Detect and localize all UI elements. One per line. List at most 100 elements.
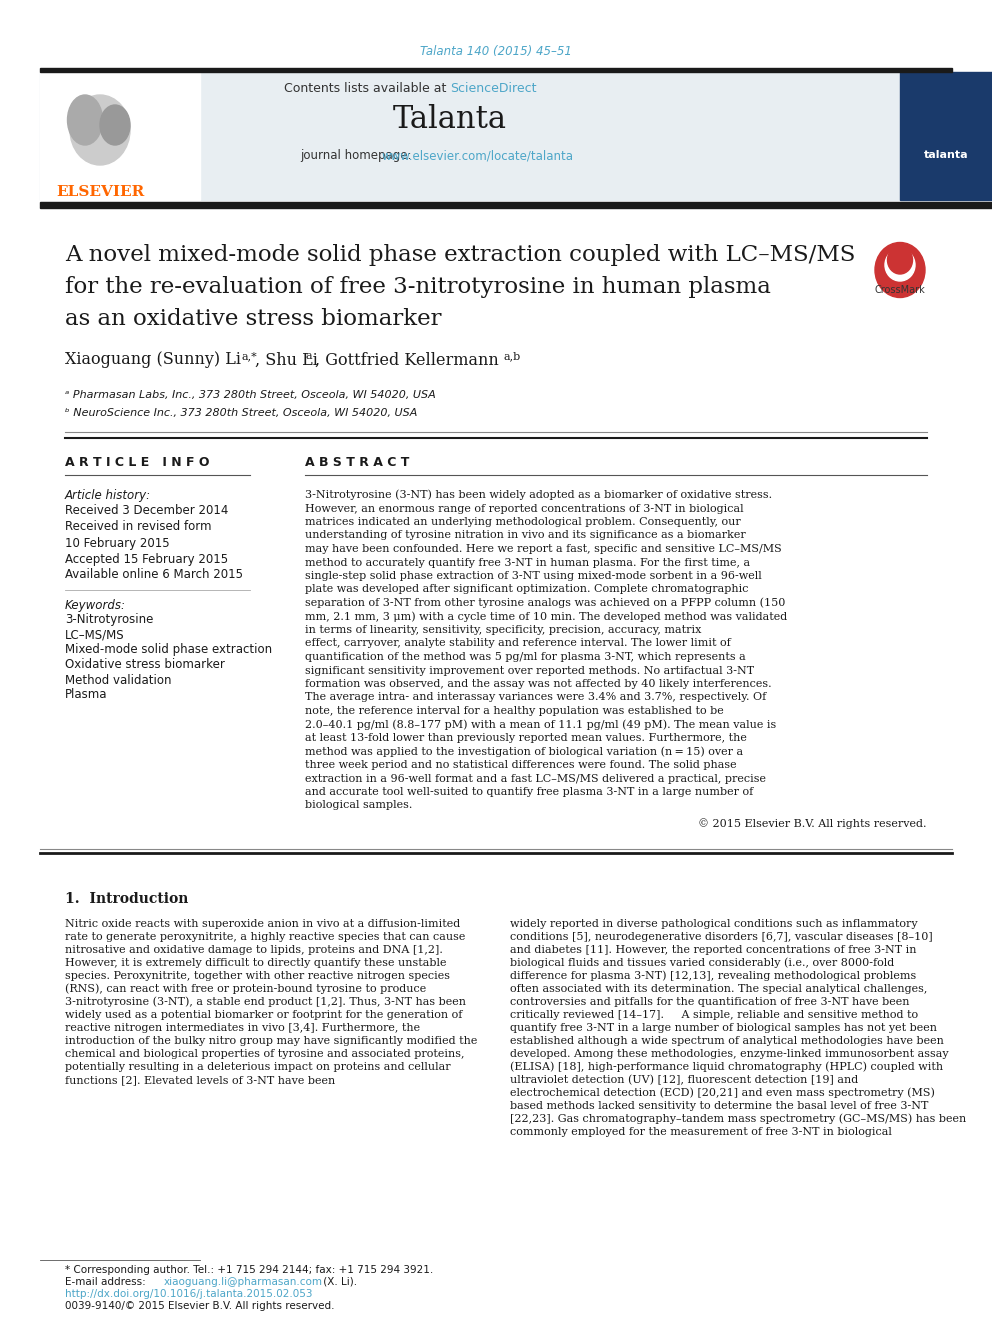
- Text: 0039-9140/© 2015 Elsevier B.V. All rights reserved.: 0039-9140/© 2015 Elsevier B.V. All right…: [65, 1301, 334, 1311]
- Text: © 2015 Elsevier B.V. All rights reserved.: © 2015 Elsevier B.V. All rights reserved…: [698, 819, 927, 830]
- Text: often associated with its determination. The special analytical challenges,: often associated with its determination.…: [510, 984, 928, 994]
- Text: 1.  Introduction: 1. Introduction: [65, 892, 188, 906]
- Ellipse shape: [100, 105, 130, 146]
- Text: (RNS), can react with free or protein-bound tyrosine to produce: (RNS), can react with free or protein-bo…: [65, 984, 427, 995]
- Text: talanta: talanta: [924, 149, 968, 160]
- Text: widely reported in diverse pathological conditions such as inflammatory: widely reported in diverse pathological …: [510, 919, 918, 929]
- Bar: [40, 71, 200, 200]
- Text: a,*: a,*: [242, 351, 258, 361]
- Text: Xiaoguang (Sunny) Li: Xiaoguang (Sunny) Li: [65, 352, 241, 369]
- Text: biological fluids and tissues varied considerably (i.e., over 8000-fold: biological fluids and tissues varied con…: [510, 958, 894, 968]
- Text: , Gottfried Kellermann: , Gottfried Kellermann: [315, 352, 499, 369]
- Text: and diabetes [11]. However, the reported concentrations of free 3-NT in: and diabetes [11]. However, the reported…: [510, 945, 917, 955]
- Text: may have been confounded. Here we report a fast, specific and sensitive LC–MS/MS: may have been confounded. Here we report…: [305, 544, 782, 554]
- Text: 2.0–40.1 pg/ml (8.8–177 pM) with a mean of 11.1 pg/ml (49 pM). The mean value is: 2.0–40.1 pg/ml (8.8–177 pM) with a mean …: [305, 720, 777, 730]
- Text: 10 February 2015: 10 February 2015: [65, 537, 170, 549]
- Text: ᵃ Pharmasan Labs, Inc., 373 280th Street, Osceola, WI 54020, USA: ᵃ Pharmasan Labs, Inc., 373 280th Street…: [65, 390, 435, 400]
- Text: Talanta: Talanta: [393, 105, 507, 135]
- Text: 3-Nitrotyrosine (3-NT) has been widely adopted as a biomarker of oxidative stres: 3-Nitrotyrosine (3-NT) has been widely a…: [305, 490, 772, 500]
- Text: Oxidative stress biomarker: Oxidative stress biomarker: [65, 659, 225, 672]
- Text: www.elsevier.com/locate/talanta: www.elsevier.com/locate/talanta: [381, 149, 573, 163]
- Text: widely used as a potential biomarker or footprint for the generation of: widely used as a potential biomarker or …: [65, 1009, 462, 1020]
- Ellipse shape: [875, 242, 925, 298]
- Text: effect, carryover, analyte stability and reference interval. The lower limit of: effect, carryover, analyte stability and…: [305, 639, 731, 648]
- Ellipse shape: [70, 95, 130, 165]
- Bar: [900, 71, 992, 200]
- Text: CrossMark: CrossMark: [875, 284, 926, 295]
- Text: established although a wide spectrum of analytical methodologies have been: established although a wide spectrum of …: [510, 1036, 943, 1046]
- Text: Contents lists available at: Contents lists available at: [284, 82, 450, 94]
- Text: critically reviewed [14–17].     A simple, reliable and sensitive method to: critically reviewed [14–17]. A simple, r…: [510, 1009, 919, 1020]
- Text: introduction of the bulky nitro group may have significantly modified the: introduction of the bulky nitro group ma…: [65, 1036, 477, 1046]
- Text: Received in revised form: Received in revised form: [65, 520, 211, 533]
- Text: formation was observed, and the assay was not affected by 40 likely interference: formation was observed, and the assay wa…: [305, 679, 772, 689]
- Text: ᵇ NeuroScience Inc., 373 280th Street, Osceola, WI 54020, USA: ᵇ NeuroScience Inc., 373 280th Street, O…: [65, 407, 418, 418]
- Text: journal homepage:: journal homepage:: [300, 149, 416, 163]
- Text: xiaoguang.li@pharmasan.com: xiaoguang.li@pharmasan.com: [164, 1277, 323, 1287]
- Text: The average intra- and interassay variances were 3.4% and 3.7%, respectively. Of: The average intra- and interassay varian…: [305, 692, 766, 703]
- Text: a,b: a,b: [503, 351, 520, 361]
- Text: rate to generate peroxynitrite, a highly reactive species that can cause: rate to generate peroxynitrite, a highly…: [65, 931, 465, 942]
- Text: as an oxidative stress biomarker: as an oxidative stress biomarker: [65, 308, 441, 329]
- Text: method to accurately quantify free 3-NT in human plasma. For the first time, a: method to accurately quantify free 3-NT …: [305, 557, 750, 568]
- Text: Received 3 December 2014: Received 3 December 2014: [65, 504, 228, 517]
- Text: three week period and no statistical differences were found. The solid phase: three week period and no statistical dif…: [305, 759, 737, 770]
- Text: understanding of tyrosine nitration in vivo and its significance as a biomarker: understanding of tyrosine nitration in v…: [305, 531, 746, 541]
- Text: Available online 6 March 2015: Available online 6 March 2015: [65, 569, 243, 582]
- Text: Mixed-mode solid phase extraction: Mixed-mode solid phase extraction: [65, 643, 272, 656]
- Text: Article history:: Article history:: [65, 488, 151, 501]
- Text: and accurate tool well-suited to quantify free plasma 3-NT in a large number of: and accurate tool well-suited to quantif…: [305, 787, 753, 796]
- Text: reactive nitrogen intermediates in vivo [3,4]. Furthermore, the: reactive nitrogen intermediates in vivo …: [65, 1023, 421, 1033]
- Text: single-step solid phase extraction of 3-NT using mixed-mode sorbent in a 96-well: single-step solid phase extraction of 3-…: [305, 572, 762, 581]
- Text: A B S T R A C T: A B S T R A C T: [305, 455, 410, 468]
- Text: mm, 2.1 mm, 3 μm) with a cycle time of 10 min. The developed method was validate: mm, 2.1 mm, 3 μm) with a cycle time of 1…: [305, 611, 788, 622]
- Text: [22,23]. Gas chromatography–tandem mass spectrometry (GC–MS/MS) has been: [22,23]. Gas chromatography–tandem mass …: [510, 1114, 966, 1125]
- Text: (ELISA) [18], high-performance liquid chromatography (HPLC) coupled with: (ELISA) [18], high-performance liquid ch…: [510, 1062, 943, 1072]
- Text: Accepted 15 February 2015: Accepted 15 February 2015: [65, 553, 228, 565]
- Text: species. Peroxynitrite, together with other reactive nitrogen species: species. Peroxynitrite, together with ot…: [65, 971, 450, 980]
- Text: potentially resulting in a deleterious impact on proteins and cellular: potentially resulting in a deleterious i…: [65, 1062, 450, 1072]
- Text: based methods lacked sensitivity to determine the basal level of free 3-NT: based methods lacked sensitivity to dete…: [510, 1101, 929, 1111]
- Text: developed. Among these methodologies, enzyme-linked immunosorbent assay: developed. Among these methodologies, en…: [510, 1049, 948, 1058]
- Text: commonly employed for the measurement of free 3-NT in biological: commonly employed for the measurement of…: [510, 1127, 892, 1136]
- Text: LC–MS/MS: LC–MS/MS: [65, 628, 125, 642]
- Text: biological samples.: biological samples.: [305, 800, 413, 811]
- Ellipse shape: [67, 95, 102, 146]
- Text: * Corresponding author. Tel.: +1 715 294 2144; fax: +1 715 294 3921.: * Corresponding author. Tel.: +1 715 294…: [65, 1265, 434, 1275]
- Text: Plasma: Plasma: [65, 688, 107, 701]
- Ellipse shape: [885, 249, 915, 280]
- Text: for the re-evaluation of free 3-nitrotyrosine in human plasma: for the re-evaluation of free 3-nitrotyr…: [65, 277, 771, 298]
- Text: However, an enormous range of reported concentrations of 3-NT in biological: However, an enormous range of reported c…: [305, 504, 744, 513]
- Text: E-mail address:: E-mail address:: [65, 1277, 149, 1287]
- Text: http://dx.doi.org/10.1016/j.talanta.2015.02.053: http://dx.doi.org/10.1016/j.talanta.2015…: [65, 1289, 312, 1299]
- Text: ultraviolet detection (UV) [12], fluorescent detection [19] and: ultraviolet detection (UV) [12], fluores…: [510, 1074, 858, 1085]
- Bar: [40, 202, 992, 208]
- Text: controversies and pitfalls for the quantification of free 3-NT have been: controversies and pitfalls for the quant…: [510, 998, 910, 1007]
- Text: extraction in a 96-well format and a fast LC–MS/MS delivered a practical, precis: extraction in a 96-well format and a fas…: [305, 774, 766, 783]
- Text: electrochemical detection (ECD) [20,21] and even mass spectrometry (MS): electrochemical detection (ECD) [20,21] …: [510, 1088, 934, 1098]
- Text: A novel mixed-mode solid phase extraction coupled with LC–MS/MS: A novel mixed-mode solid phase extractio…: [65, 243, 855, 266]
- Text: a: a: [305, 351, 311, 361]
- Text: functions [2]. Elevated levels of 3-NT have been: functions [2]. Elevated levels of 3-NT h…: [65, 1076, 335, 1085]
- Text: ELSEVIER: ELSEVIER: [56, 185, 144, 198]
- Text: (X. Li).: (X. Li).: [320, 1277, 357, 1287]
- Text: Nitric oxide reacts with superoxide anion in vivo at a diffusion-limited: Nitric oxide reacts with superoxide anio…: [65, 919, 460, 929]
- Text: 3-Nitrotyrosine: 3-Nitrotyrosine: [65, 614, 154, 627]
- Ellipse shape: [888, 246, 913, 274]
- Text: method was applied to the investigation of biological variation (n = 15) over a: method was applied to the investigation …: [305, 746, 743, 757]
- Text: in terms of linearity, sensitivity, specificity, precision, accuracy, matrix: in terms of linearity, sensitivity, spec…: [305, 624, 701, 635]
- Text: plate was developed after significant optimization. Complete chromatographic: plate was developed after significant op…: [305, 585, 749, 594]
- Text: separation of 3-NT from other tyrosine analogs was achieved on a PFPP column (15: separation of 3-NT from other tyrosine a…: [305, 598, 786, 609]
- Text: nitrosative and oxidative damage to lipids, proteins and DNA [1,2].: nitrosative and oxidative damage to lipi…: [65, 945, 442, 955]
- Text: 3-nitrotyrosine (3-NT), a stable end product [1,2]. Thus, 3-NT has been: 3-nitrotyrosine (3-NT), a stable end pro…: [65, 996, 466, 1007]
- Text: difference for plasma 3-NT) [12,13], revealing methodological problems: difference for plasma 3-NT) [12,13], rev…: [510, 971, 917, 982]
- Text: matrices indicated an underlying methodological problem. Consequently, our: matrices indicated an underlying methodo…: [305, 517, 741, 527]
- Bar: [40, 67, 952, 71]
- Bar: [40, 71, 900, 200]
- Text: ScienceDirect: ScienceDirect: [450, 82, 537, 94]
- Text: chemical and biological properties of tyrosine and associated proteins,: chemical and biological properties of ty…: [65, 1049, 464, 1058]
- Text: quantify free 3-NT in a large number of biological samples has not yet been: quantify free 3-NT in a large number of …: [510, 1023, 937, 1033]
- Text: However, it is extremely difficult to directly quantify these unstable: However, it is extremely difficult to di…: [65, 958, 446, 968]
- Text: Method validation: Method validation: [65, 673, 172, 687]
- Text: at least 13-fold lower than previously reported mean values. Furthermore, the: at least 13-fold lower than previously r…: [305, 733, 747, 744]
